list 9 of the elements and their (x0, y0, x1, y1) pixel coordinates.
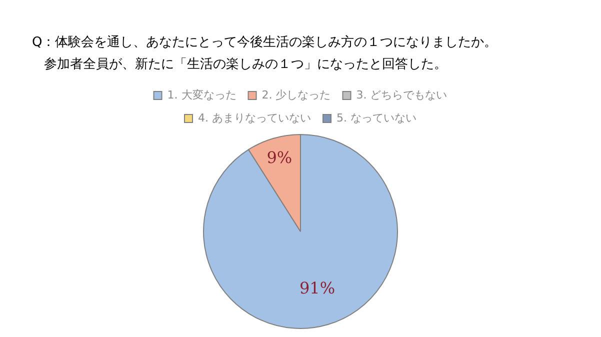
chart-subtitle: 参加者全員が、新たに「生活の楽しみの１つ」になったと回答した。 (44, 56, 447, 73)
chart-title: Q：体験会を通し、あなたにとって今後生活の楽しみ方の１つになりましたか。 (32, 34, 498, 51)
legend-label: 2. 少しなった (262, 88, 331, 102)
legend-label: 3. どちらでもない (356, 88, 448, 102)
data-label: 9% (266, 148, 292, 167)
legend-label: 4. あまりなっていない (198, 111, 312, 124)
data-label: 91% (299, 278, 336, 298)
legend-label: 1. 大変なった (167, 88, 236, 102)
legend-label: 5. なっていない (336, 111, 416, 124)
